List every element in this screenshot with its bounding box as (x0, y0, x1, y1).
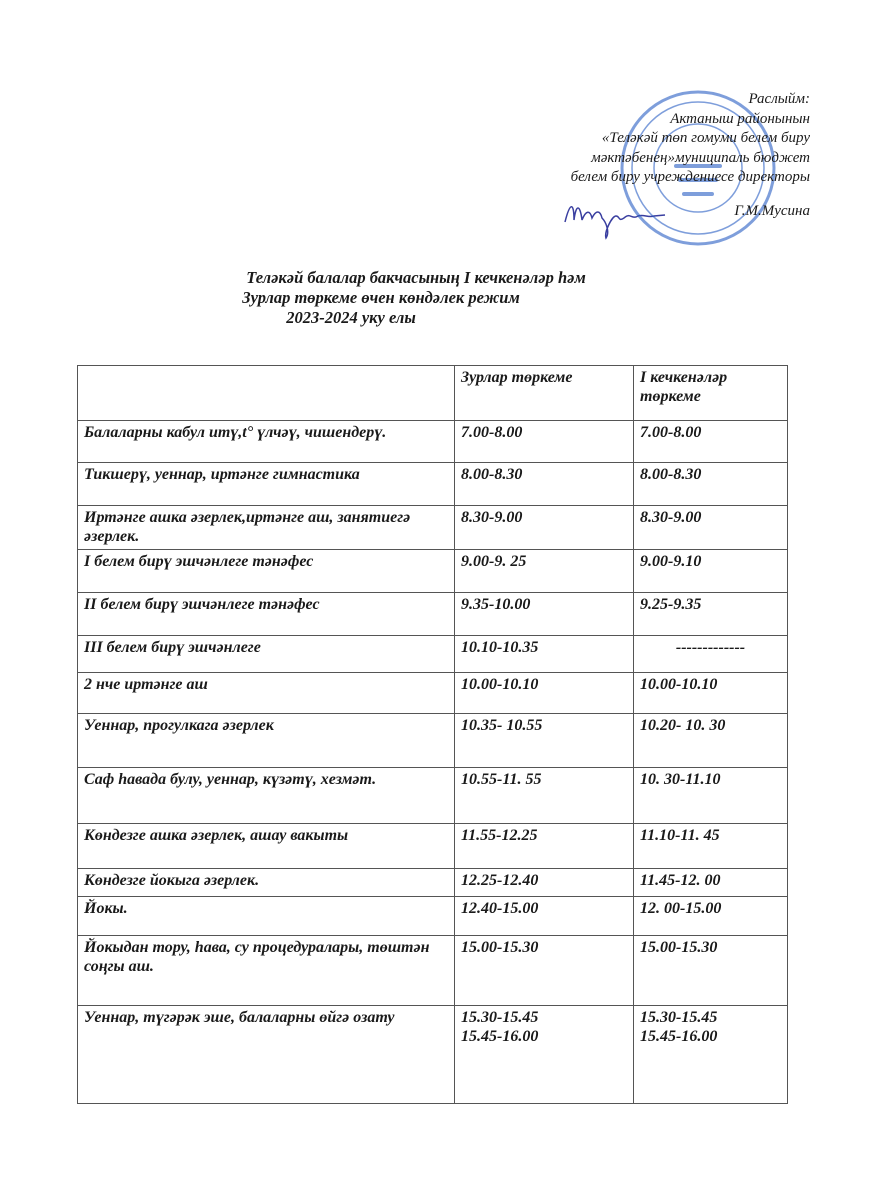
time-cell: 15.00-15.30 (633, 935, 788, 1006)
approval-line: мәктәбенең»муниципаль бюджет (591, 149, 810, 166)
time-cell: 10.00-10.10 (454, 672, 634, 714)
title-line-3: 2023-2024 уку елы (286, 308, 416, 327)
table-row: I белем бирү эшчәнлеге тәнәфес 9.00-9. 25… (77, 549, 788, 593)
time-cell: 10. 30-11.10 (633, 767, 788, 824)
table-row: Иртәнге ашка әзерлек,иртәнге аш, занятие… (77, 505, 788, 550)
approval-line: белем биру учреждениесе директоры (570, 169, 810, 185)
table-row: Көндезге ашка әзерлек, ашау вакыты 11.55-… (77, 823, 788, 869)
time-cell: 7.00-8.00 (633, 420, 788, 463)
header-cell (77, 365, 455, 421)
activity-cell: Уеннар, түгәрәк эше, балаларны өйгә озат… (77, 1005, 455, 1104)
time-cell: 10.35- 10.55 (454, 713, 634, 768)
title-line-1: Теләкәй балалар бакчасының I кечкенәләр … (246, 268, 586, 287)
approval-line: «Теләкәй төп гомуми белем биру (601, 130, 810, 146)
activity-cell: Йокыдан тору, һава, су процедуралары, тө… (77, 935, 455, 1006)
time-cell: 12.25-12.40 (454, 868, 634, 897)
approval-line: Актаныш районынын (670, 110, 810, 127)
time-cell: ------------- (633, 635, 788, 673)
time-cell: 15.30-15.45 15.45-16.00 (633, 1005, 788, 1104)
document-title: Теләкәй балалар бакчасының I кечкенәләр … (0, 268, 872, 328)
activity-cell: Саф һавада булу, уеннар, күзәтү, хезмәт. (77, 767, 455, 824)
approval-block: Раслыйм: Актаныш районынын «Теләкәй төп … (571, 90, 810, 221)
signer-name: Г.М.Мусина (734, 202, 810, 219)
activity-cell: Уеннар, прогулкага әзерлек (77, 713, 455, 768)
activity-cell: Тикшерү, уеннар, иртәнге гимнастика (77, 462, 455, 506)
table-row: Уеннар, түгәрәк эше, балаларны өйгә озат… (77, 1005, 788, 1104)
time-cell: 8.00-8.30 (633, 462, 788, 506)
table-row: Саф һавада булу, уеннар, күзәтү, хезмәт.… (77, 767, 788, 824)
time-cell: 8.30-9.00 (633, 505, 788, 550)
activity-cell: II белем бирү эшчәнлеге тәнәфес (77, 592, 455, 636)
table-row: Йокы. 12.40-15.00 12. 00-15.00 (77, 896, 788, 936)
activity-cell: 2 нче иртәнге аш (77, 672, 455, 714)
schedule-table: Зурлар төркеме I кечкенәләр төркеме Балала… (77, 365, 788, 1104)
activity-cell: Иртәнге ашка әзерлек,иртәнге аш, занятие… (77, 505, 455, 550)
activity-cell: III белем бирү эшчәнлеге (77, 635, 455, 673)
table-row: Йокыдан тору, һава, су процедуралары, тө… (77, 935, 788, 1006)
table-row: III белем бирү эшчәнлеге 10.10-10.35 -----… (77, 635, 788, 673)
table-header-row: Зурлар төркеме I кечкенәләр төркеме (77, 365, 788, 421)
time-cell: 11.10-11. 45 (633, 823, 788, 869)
time-cell: 9.25-9.35 (633, 592, 788, 636)
table-row: 2 нче иртәнге аш 10.00-10.10 10.00-10.10 (77, 672, 788, 714)
time-cell: 15.30-15.45 15.45-16.00 (454, 1005, 634, 1104)
table-row: Көндезге йокыга әзерлек. 12.25-12.40 11.45… (77, 868, 788, 897)
header-cell: I кечкенәләр төркеме (633, 365, 788, 421)
approval-line: Раслыйм: (748, 91, 810, 107)
handwritten-signature (564, 206, 666, 240)
header-cell: Зурлар төркеме (454, 365, 634, 421)
time-cell: 11.55-12.25 (454, 823, 634, 869)
time-cell: 8.30-9.00 (454, 505, 634, 550)
time-cell: 8.00-8.30 (454, 462, 634, 506)
time-cell: 11.45-12. 00 (633, 868, 788, 897)
time-cell: 12.40-15.00 (454, 896, 634, 936)
time-cell: 10.20- 10. 30 (633, 713, 788, 768)
title-line-2: Зурлар төркеме өчен көндәлек режим (242, 288, 520, 307)
activity-cell: Көндезге йокыга әзерлек. (77, 868, 455, 897)
time-cell: 10.00-10.10 (633, 672, 788, 714)
activity-cell: Балаларны кабул итү,t° үлчәү, чишендерү. (77, 420, 455, 463)
activity-cell: Көндезге ашка әзерлек, ашау вакыты (77, 823, 455, 869)
time-cell: 9.00-9.10 (633, 549, 788, 593)
official-stamp (620, 90, 776, 246)
time-cell: 9.35-10.00 (454, 592, 634, 636)
time-cell: 7.00-8.00 (454, 420, 634, 463)
table-row: II белем бирү эшчәнлеге тәнәфес 9.35-10.0… (77, 592, 788, 636)
table-row: Балаларны кабул итү,t° үлчәү, чишендерү.… (77, 420, 788, 463)
time-cell: 9.00-9. 25 (454, 549, 634, 593)
time-cell: 15.00-15.30 (454, 935, 634, 1006)
time-cell: 12. 00-15.00 (633, 896, 788, 936)
table-row: Тикшерү, уеннар, иртәнге гимнастика 8.00-… (77, 462, 788, 506)
table-row: Уеннар, прогулкага әзерлек 10.35- 10.55 10… (77, 713, 788, 768)
time-cell: 10.55-11. 55 (454, 767, 634, 824)
activity-cell: I белем бирү эшчәнлеге тәнәфес (77, 549, 455, 593)
time-cell: 10.10-10.35 (454, 635, 634, 673)
activity-cell: Йокы. (77, 896, 455, 936)
